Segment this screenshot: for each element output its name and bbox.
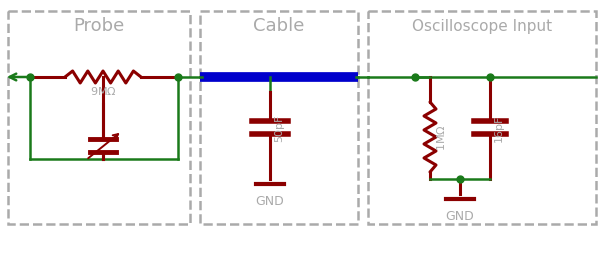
Text: Probe: Probe [73,17,125,35]
Text: GND: GND [446,209,475,222]
Text: Oscilloscope Input: Oscilloscope Input [412,19,552,33]
Text: 50pF: 50pF [274,114,284,142]
Text: 16pF: 16pF [494,114,504,142]
Text: 9M$\Omega$: 9M$\Omega$ [89,85,116,97]
Text: GND: GND [256,194,284,207]
Text: Cable: Cable [253,17,305,35]
Text: 1M$\Omega$: 1M$\Omega$ [435,124,447,151]
